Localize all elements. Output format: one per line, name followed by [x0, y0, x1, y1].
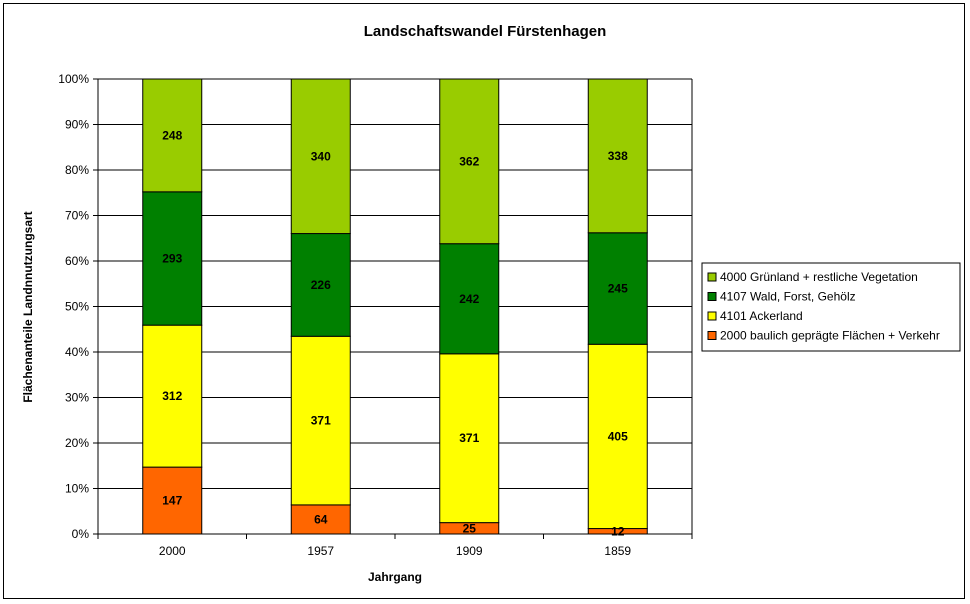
- legend-swatch: [707, 331, 717, 340]
- axes: [93, 78, 693, 539]
- data-label: 340: [311, 149, 331, 163]
- bar-segment: [290, 335, 351, 506]
- y-tick-label: 30%: [65, 391, 89, 405]
- bar-segment: [439, 78, 500, 245]
- y-tick-label: 80%: [65, 163, 89, 177]
- data-label: 371: [459, 431, 479, 445]
- bar-segment: [439, 243, 500, 355]
- data-label: 312: [162, 389, 182, 403]
- y-tick-label: 40%: [65, 345, 89, 359]
- data-label: 12: [611, 524, 625, 538]
- chart-title: Landschaftswandel Fürstenhagen: [364, 23, 607, 40]
- data-label: 226: [311, 278, 331, 292]
- x-tick-label: 2000: [159, 544, 186, 558]
- legend-box: [701, 262, 961, 352]
- data-label: 245: [608, 282, 628, 296]
- y-tick-label: 60%: [65, 254, 89, 268]
- x-tick-label: 1909: [456, 544, 483, 558]
- x-axis-title: Jahrgang: [368, 570, 422, 584]
- legend-entry: 4000 Grünland + restliche Vegetation: [720, 270, 918, 284]
- y-tick-label: 100%: [58, 72, 89, 86]
- data-label: 248: [162, 128, 182, 142]
- data-label: 242: [459, 292, 479, 306]
- legend-entry: 4101 Ackerland: [720, 309, 803, 323]
- bar-segment: [142, 191, 203, 326]
- x-tick-label: 1957: [307, 544, 334, 558]
- y-tick-label: 0%: [72, 527, 90, 541]
- bar-segment: [587, 232, 648, 345]
- data-label: 25: [463, 521, 477, 535]
- data-label: 64: [314, 512, 328, 526]
- legend-entry: 4107 Wald, Forst, Gehölz: [720, 290, 856, 304]
- bar-segment: [290, 233, 351, 337]
- x-tick-label: 1859: [604, 544, 631, 558]
- data-label: 338: [608, 149, 628, 163]
- y-tick-label: 50%: [65, 300, 89, 314]
- data-labels: 147 312 293 248 64 371 226 340 25 371 242 362 12 405 2…: [162, 128, 628, 538]
- bar-segment: [142, 78, 203, 193]
- data-label: 362: [459, 154, 479, 168]
- bar-segment: [290, 78, 351, 235]
- bar-segment: [290, 504, 351, 535]
- bar-segment: [587, 343, 648, 530]
- data-label: 147: [162, 494, 182, 508]
- data-label: 293: [162, 251, 182, 265]
- legend-swatch: [707, 292, 717, 301]
- chart-frame: [3, 3, 965, 599]
- legend-swatch: [707, 272, 717, 282]
- y-tick-label: 70%: [65, 209, 89, 223]
- bars: [142, 78, 648, 535]
- bar-segment: [587, 78, 648, 234]
- y-tick-label: 10%: [65, 482, 89, 496]
- data-label: 405: [608, 429, 628, 443]
- tick-labels: 0% 10% 20% 30% 40% 50% 60% 70% 80% 90% 100% 2000 195…: [58, 72, 631, 558]
- y-tick-label: 90%: [65, 118, 89, 132]
- bar-segment: [439, 353, 500, 524]
- bar-segment: [142, 466, 203, 535]
- legend: 4000 Grünland + restliche Vegetation 4107…: [701, 262, 961, 352]
- legend-swatch: [707, 311, 717, 321]
- y-tick-label: 20%: [65, 436, 89, 450]
- bar-segment: [142, 324, 203, 468]
- legend-entry: 2000 baulich geprägte Flächen + Verkehr: [720, 329, 940, 343]
- y-axis-title: Flächenanteile Landnnutzungsart: [21, 211, 35, 402]
- data-label: 371: [311, 414, 331, 428]
